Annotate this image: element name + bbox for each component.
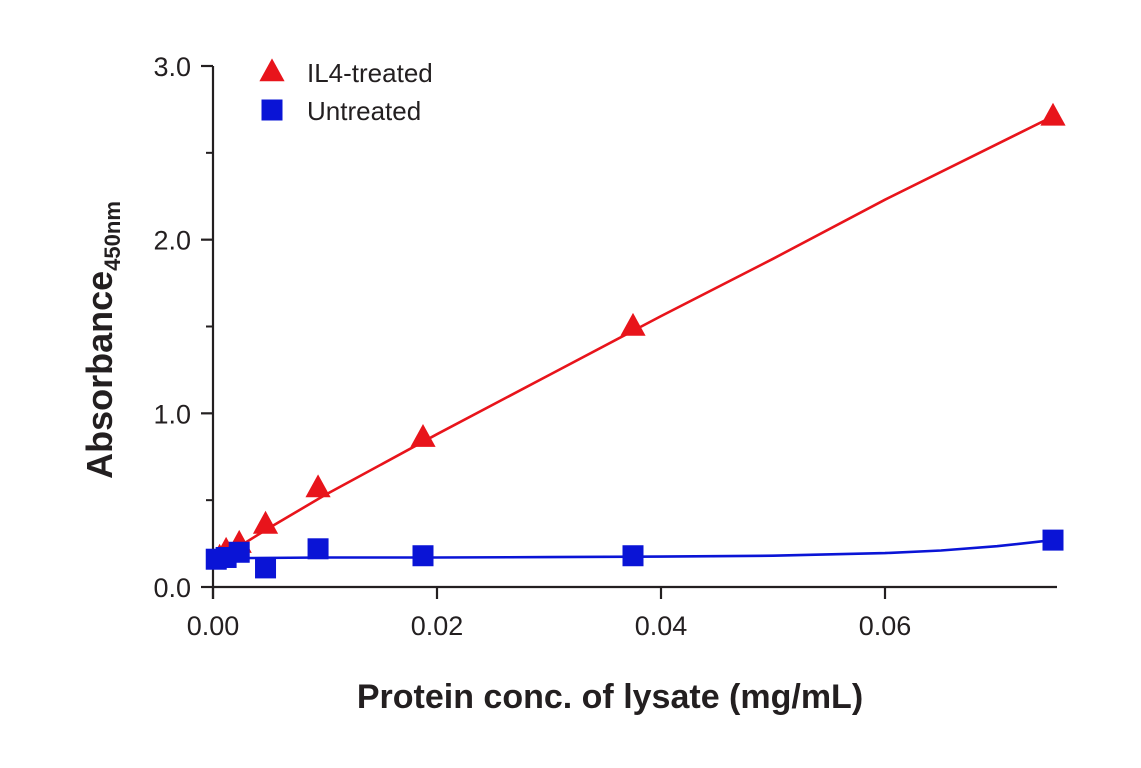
x-axis-title: Protein conc. of lysate (mg/mL) [357, 678, 863, 716]
y-tick-label: 0.0 [153, 573, 191, 603]
data-point [305, 474, 331, 498]
fit-line [212, 538, 1054, 560]
legend: IL4-treated Untreated [259, 58, 433, 126]
x-tick-label: 0.00 [187, 611, 240, 641]
data-point [620, 312, 646, 336]
data-point [412, 545, 434, 567]
legend-marker [261, 99, 283, 121]
fit-lines [212, 115, 1054, 561]
legend-marker [259, 58, 285, 82]
x-tick-label: 0.06 [859, 611, 912, 641]
y-tick-label: 2.0 [153, 226, 191, 256]
y-axis-title: Absorbance450nm [79, 201, 125, 479]
x-tick-label: 0.02 [411, 611, 464, 641]
axes: 0.0 1.0 2.0 3.0 0.00 0.02 0.04 0.06 [153, 52, 1057, 641]
x-tick-label: 0.04 [635, 611, 688, 641]
y-axis-title-subscript: 450nm [100, 201, 125, 271]
data-point [1040, 102, 1066, 126]
legend-label: IL4-treated [307, 58, 433, 88]
y-axis-title-main: Absorbance [79, 271, 120, 479]
data-point [255, 557, 277, 579]
y-tick-label: 1.0 [153, 399, 191, 429]
legend-label: Untreated [307, 96, 421, 126]
data-point [228, 541, 250, 563]
y-tick-label: 3.0 [153, 52, 191, 82]
data-point [1042, 529, 1064, 551]
data-point [252, 510, 279, 534]
data-point [307, 538, 329, 560]
data-markers [205, 102, 1066, 579]
data-point [410, 423, 436, 447]
data-point [622, 545, 644, 567]
fit-line [212, 115, 1054, 561]
